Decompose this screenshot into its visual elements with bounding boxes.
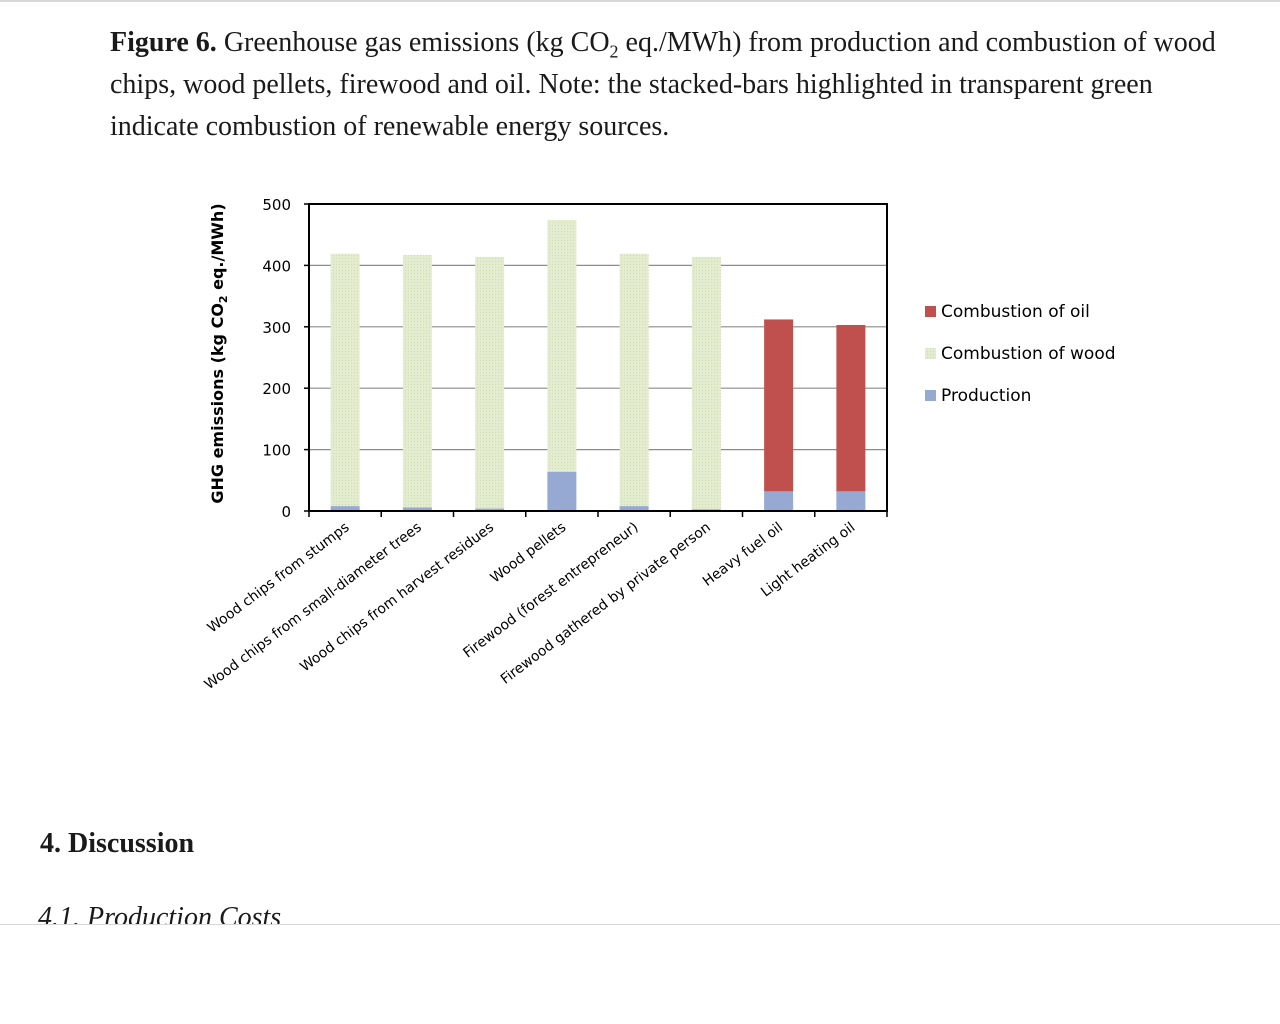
bars [330, 219, 866, 511]
page-break-rule [0, 924, 1280, 925]
y-tick-labels: 0 100 200 300 400 500 [262, 196, 291, 521]
bar-combustion-of-wood-1 [402, 254, 432, 508]
x-tick-label-0: Wood chips from stumps [205, 519, 353, 636]
figure-label: Figure 6. [110, 27, 217, 58]
plot-frame [308, 203, 888, 512]
y-tick-label-0: 0 [281, 503, 291, 521]
caption-text-pre: Greenhouse gas emissions (kg CO [223, 27, 610, 58]
bar-combustion-of-oil-6 [764, 319, 794, 492]
y-axis-title: GHG emissions (kg CO2 eq./MWh) [208, 203, 230, 503]
bar-production-7 [836, 491, 866, 511]
subsection-heading: 4.1. Production Costs [38, 902, 282, 924]
legend: Combustion of oil Combustion of wood Produ… [925, 302, 1116, 406]
y-tick-label-100: 100 [262, 442, 291, 460]
bar-combustion-of-wood-0 [330, 253, 360, 507]
bar-production-1 [402, 507, 432, 511]
bar-production-2 [475, 508, 505, 511]
bar-combustion-of-oil-7 [836, 324, 866, 492]
caption-subscript: 2 [609, 41, 619, 62]
y-tick-label-500: 500 [262, 196, 291, 214]
y-tick-label-200: 200 [262, 380, 291, 398]
axis-ticks [304, 203, 888, 517]
y-tick-label-400: 400 [262, 257, 291, 275]
legend-swatch-production [925, 390, 936, 401]
legend-label-production: Production [941, 386, 1031, 406]
legend-label-combustion-of-wood: Combustion of wood [941, 344, 1116, 364]
legend-swatch-combustion-of-wood [925, 348, 936, 359]
bar-production-6 [764, 491, 794, 511]
legend-label-combustion-of-oil: Combustion of oil [941, 302, 1090, 322]
bar-combustion-of-wood-2 [475, 256, 505, 509]
bar-production-0 [330, 506, 360, 511]
grid-lines [309, 264, 887, 451]
bar-combustion-of-wood-5 [691, 256, 721, 510]
figure-caption: Figure 6. Greenhouse gas emissions (kg C… [110, 22, 1220, 148]
subheading-clip: 4.1. Production Costs [36, 900, 436, 924]
bar-combustion-of-wood-4 [619, 253, 649, 507]
section-heading: 4. Discussion [40, 828, 195, 859]
bar-production-4 [619, 506, 649, 511]
legend-swatch-combustion-of-oil [925, 306, 936, 317]
caption-text-post: eq./MWh) from production and combustion … [110, 27, 1216, 142]
ghg-emissions-chart: 0 100 200 300 400 500 Wood chips from stumpsW… [202, 196, 1116, 693]
top-rule [0, 0, 1280, 2]
bar-production-3 [547, 471, 577, 511]
y-tick-label-300: 300 [262, 319, 291, 337]
bar-combustion-of-wood-3 [547, 219, 577, 472]
